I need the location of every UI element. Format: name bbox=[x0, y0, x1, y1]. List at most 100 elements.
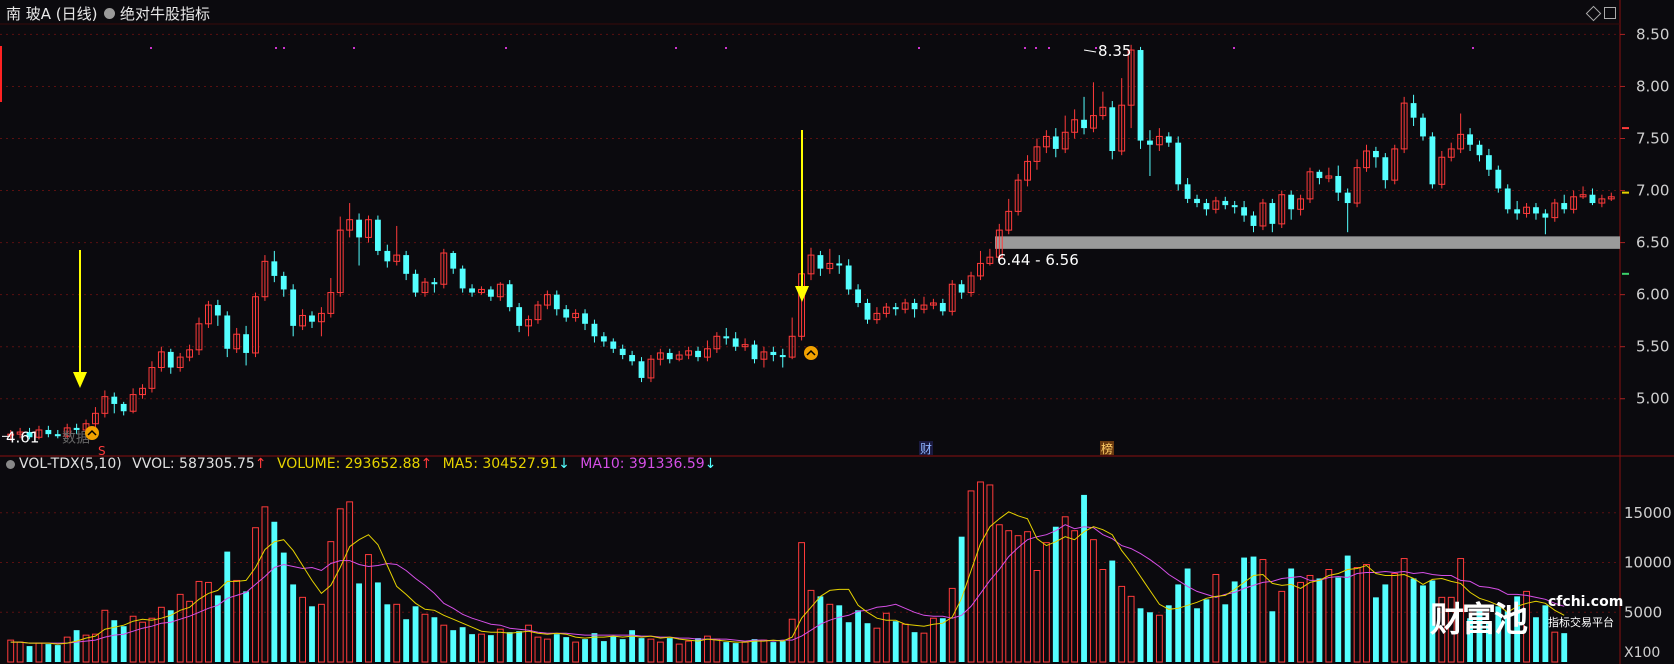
candle-body bbox=[356, 219, 362, 238]
candle-body bbox=[1250, 215, 1257, 226]
volume-bar bbox=[374, 582, 381, 662]
candle bbox=[1147, 130, 1153, 176]
candle-body bbox=[770, 351, 777, 356]
candle-body bbox=[1071, 119, 1079, 133]
candle bbox=[1297, 194, 1305, 216]
candle bbox=[1071, 109, 1079, 139]
marker-cai-bg bbox=[919, 441, 933, 455]
candle-body bbox=[1485, 155, 1492, 170]
candle bbox=[252, 292, 259, 358]
signal-dot bbox=[675, 47, 677, 49]
candle-body bbox=[1316, 171, 1323, 179]
signal-dot bbox=[1024, 47, 1026, 49]
candle-body bbox=[176, 356, 184, 369]
candle-body bbox=[939, 302, 946, 312]
volume-bar bbox=[638, 638, 645, 662]
candle bbox=[1109, 101, 1116, 160]
indicator-dot-icon[interactable] bbox=[104, 8, 115, 19]
candle bbox=[1495, 165, 1502, 193]
candle-body bbox=[1447, 148, 1455, 158]
candle-body bbox=[327, 292, 335, 314]
volume-bar bbox=[1024, 531, 1031, 663]
candle bbox=[1212, 196, 1220, 214]
candle bbox=[995, 223, 1003, 262]
volume-indicator-name[interactable]: VOL-TDX(5,10) bbox=[19, 456, 122, 472]
candle-body bbox=[1184, 184, 1191, 199]
volume-bar bbox=[92, 633, 99, 663]
candle-body bbox=[995, 229, 1003, 258]
candle bbox=[525, 315, 532, 337]
expand-icon[interactable] bbox=[1604, 7, 1616, 19]
volume-bar bbox=[1165, 605, 1172, 662]
candle bbox=[374, 215, 381, 256]
candle bbox=[92, 407, 99, 428]
volume-bar bbox=[280, 552, 287, 662]
high-pointer bbox=[1083, 49, 1097, 53]
volume-bar bbox=[1014, 535, 1022, 663]
candle bbox=[656, 348, 664, 366]
candle-body bbox=[600, 336, 607, 342]
candle-body bbox=[1231, 205, 1238, 208]
volume-bar bbox=[1033, 569, 1041, 663]
volume-bar bbox=[1052, 526, 1059, 662]
candle-body bbox=[967, 275, 975, 294]
candle bbox=[1005, 198, 1013, 235]
candle bbox=[195, 317, 203, 356]
volume-indicator-dot-icon[interactable] bbox=[6, 459, 15, 469]
candle-body bbox=[1551, 202, 1559, 219]
candle bbox=[365, 215, 372, 243]
candle-body bbox=[1523, 206, 1530, 214]
volume-bar bbox=[1476, 611, 1483, 662]
candle bbox=[299, 309, 306, 331]
candle-body bbox=[1542, 213, 1549, 218]
candle bbox=[1353, 159, 1361, 208]
volume-bar bbox=[506, 632, 513, 662]
candle bbox=[167, 348, 174, 374]
volume-bar bbox=[788, 618, 796, 663]
volume-bar bbox=[16, 641, 24, 663]
candle-body bbox=[751, 344, 758, 360]
candle bbox=[1137, 46, 1144, 149]
volume-bar bbox=[1325, 569, 1333, 663]
volume-tick-label: 10000 bbox=[1624, 554, 1672, 572]
volume-bar bbox=[1316, 578, 1323, 662]
candle-body bbox=[1203, 203, 1210, 210]
volume-bar bbox=[1561, 633, 1568, 662]
volume-bar bbox=[1297, 581, 1305, 663]
candle bbox=[629, 350, 636, 366]
volume-bar bbox=[1090, 539, 1097, 663]
indicator-name[interactable]: 绝对牛股指标 bbox=[120, 5, 211, 23]
candle bbox=[1485, 148, 1492, 176]
candle-body bbox=[421, 281, 429, 294]
volume-bar bbox=[252, 527, 259, 663]
candle bbox=[431, 277, 438, 293]
volume-bar bbox=[1467, 618, 1473, 662]
signal-dot bbox=[283, 47, 285, 49]
volume-bar bbox=[1184, 568, 1191, 662]
volume-bar bbox=[356, 583, 362, 662]
signal-dot bbox=[1048, 47, 1050, 49]
volume-bar bbox=[148, 617, 156, 663]
buy-arrow-2-head bbox=[795, 286, 809, 302]
candle bbox=[261, 255, 269, 301]
candle bbox=[723, 327, 730, 345]
candle bbox=[1061, 115, 1069, 154]
volume-bar bbox=[393, 603, 401, 663]
volume-bar bbox=[1353, 567, 1361, 663]
volume-bar bbox=[666, 638, 673, 662]
candle-body bbox=[619, 348, 626, 356]
candle-body bbox=[1269, 203, 1276, 224]
candle bbox=[619, 344, 626, 360]
signal-dot bbox=[918, 47, 920, 49]
candle-body bbox=[1598, 198, 1606, 204]
candle bbox=[836, 255, 843, 274]
volume-bar bbox=[327, 541, 335, 663]
candle bbox=[1250, 211, 1257, 233]
candle bbox=[572, 309, 580, 322]
candle-body bbox=[1165, 136, 1172, 143]
candle-body bbox=[920, 304, 928, 310]
candle bbox=[26, 427, 33, 440]
candle bbox=[1400, 96, 1408, 154]
volume-bar bbox=[1203, 599, 1210, 662]
volume-bar bbox=[543, 638, 551, 663]
